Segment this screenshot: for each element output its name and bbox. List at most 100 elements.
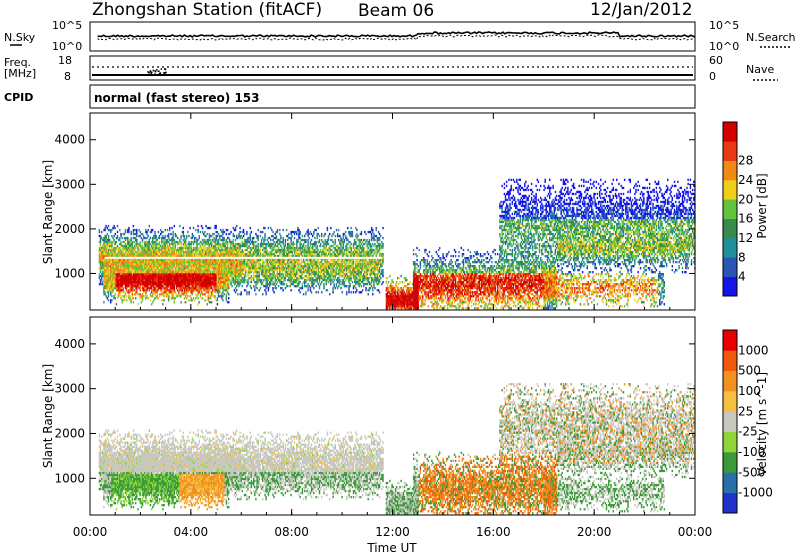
power-cell [197, 303, 198, 305]
power-cell [242, 237, 243, 239]
power-cell [318, 259, 319, 261]
power-cell [211, 285, 212, 287]
power-cell [321, 235, 322, 237]
power-cell [151, 231, 152, 233]
power-cell [140, 243, 141, 245]
power-cell [226, 299, 227, 301]
power-cell [294, 237, 295, 239]
power-cell [328, 235, 329, 237]
power-cell [131, 233, 132, 235]
power-cell [318, 227, 319, 229]
power-cell [234, 235, 235, 237]
power-cell [100, 245, 101, 247]
power-cell [329, 233, 330, 235]
power-cell [315, 229, 316, 231]
power-cell [314, 249, 315, 251]
noise-left-label: N.Sky [4, 31, 36, 44]
power-cell [131, 299, 132, 301]
power-cell [296, 281, 297, 283]
power-cell [229, 233, 230, 235]
power-cell [327, 289, 328, 291]
power-cell [326, 245, 327, 247]
power-cell [101, 269, 102, 271]
power-cell [120, 295, 121, 297]
power-cell [319, 281, 320, 283]
power-cell [278, 247, 279, 249]
power-cell [290, 279, 291, 281]
power-cell [323, 287, 324, 289]
power-cell [204, 239, 205, 241]
power-cell [243, 235, 244, 237]
power-cell [246, 245, 247, 247]
power-cell [185, 263, 186, 265]
power-cell [149, 225, 150, 227]
nave-point [158, 71, 160, 73]
power-cell [128, 293, 129, 295]
noise-right-tick-bottom: 10^0 [709, 40, 739, 53]
power-cell [245, 289, 246, 291]
power-cell [323, 235, 324, 237]
power-cell [330, 269, 331, 271]
power-cell [241, 235, 242, 237]
power-cell [250, 235, 251, 237]
power-cell [267, 285, 268, 287]
power-cell [133, 297, 134, 299]
power-cell [174, 285, 175, 287]
power-cell [262, 249, 263, 251]
power-cell [136, 233, 137, 235]
power-cell [231, 275, 232, 277]
power-cell [331, 239, 332, 241]
power-cell [162, 285, 163, 287]
power-cell [285, 239, 286, 241]
power-cell [294, 269, 295, 271]
power-cell [276, 237, 277, 239]
power-cell [125, 231, 126, 233]
power-cell [317, 235, 318, 237]
power-cell [199, 291, 200, 293]
power-cell [273, 247, 274, 249]
power-cell [100, 235, 101, 237]
power-cell [242, 285, 243, 287]
power-cell [292, 253, 293, 255]
power-cell [157, 295, 158, 297]
power-cell [100, 281, 101, 283]
power-cell [307, 245, 308, 247]
power-cell [185, 241, 186, 243]
power-cell [327, 229, 328, 231]
power-cell [239, 283, 240, 285]
power-cell [326, 253, 327, 255]
power-cell [277, 229, 278, 231]
power-cell [267, 239, 268, 241]
power-cell [235, 245, 236, 247]
power-cell [305, 275, 306, 277]
power-cell [258, 237, 259, 239]
power-cell [158, 231, 159, 233]
power-cell [103, 267, 104, 269]
power-cell [234, 289, 235, 291]
power-cell [306, 259, 307, 261]
power-cell [309, 271, 310, 273]
power-cell [136, 231, 137, 233]
power-cell [104, 291, 105, 293]
power-cell [332, 287, 333, 289]
power-cell [108, 225, 109, 227]
power-cell [208, 299, 209, 301]
power-cell [248, 245, 249, 247]
power-cell [283, 289, 284, 291]
power-cell [319, 287, 320, 289]
power-cell [262, 231, 263, 233]
power-cell [241, 275, 242, 277]
power-cell [254, 253, 255, 255]
power-cell [218, 239, 219, 241]
power-cell [112, 241, 113, 243]
power-cell [332, 267, 333, 269]
power-cell [104, 227, 105, 229]
power-cell [320, 245, 321, 247]
power-cell [324, 239, 325, 241]
power-cell [260, 259, 261, 261]
power-cell [197, 293, 198, 295]
power-cell [115, 227, 116, 229]
power-cell [259, 271, 260, 273]
power-cell [228, 281, 229, 283]
power-cell [169, 245, 170, 247]
